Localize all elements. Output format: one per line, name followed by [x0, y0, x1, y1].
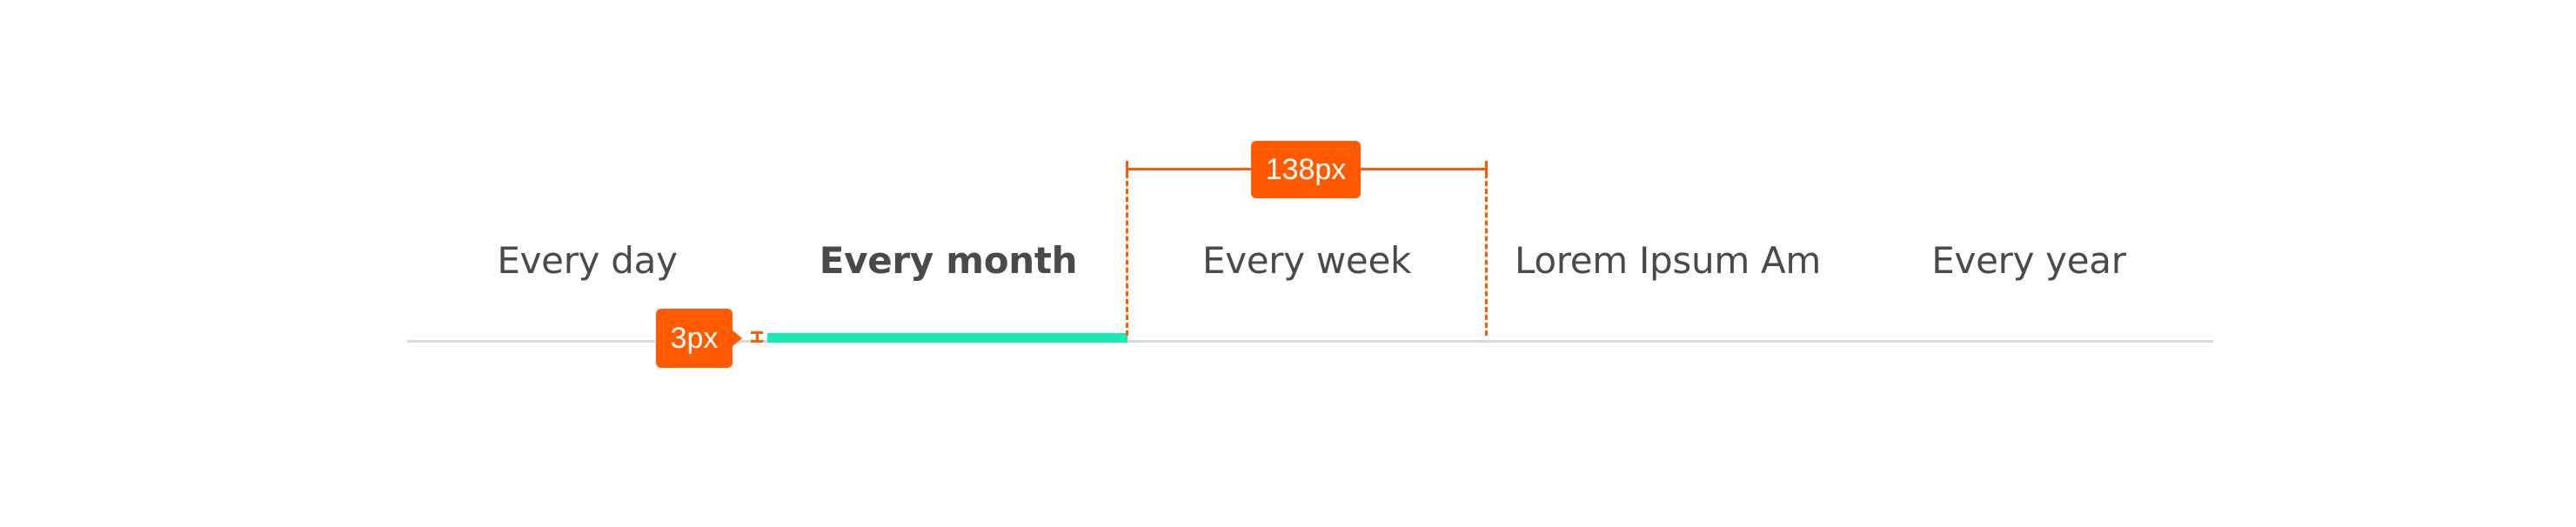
width-annotation-right-cap	[1485, 161, 1488, 177]
tab-every-month[interactable]: Every month	[819, 239, 1078, 282]
width-annotation-right-guide	[1485, 165, 1488, 336]
height-annotation-badge: 3px	[656, 309, 733, 368]
tab-every-year[interactable]: Every year	[1931, 239, 2126, 282]
width-annotation-left-cap	[1126, 161, 1128, 177]
tab-lorem-ipsum-am[interactable]: Lorem Ipsum Am	[1514, 239, 1822, 282]
tab-every-week[interactable]: Every week	[1201, 239, 1412, 282]
height-annotation-pointer	[732, 330, 742, 347]
tab-bar: Every day Every month Every week Lorem I…	[0, 230, 2576, 291]
active-tab-indicator	[767, 333, 1127, 343]
tab-every-day[interactable]: Every day	[497, 239, 678, 282]
tab-baseline-divider	[407, 340, 2213, 343]
height-annotation-label: 3px	[670, 321, 719, 355]
height-annotation-stem	[756, 331, 759, 343]
width-annotation-label: 138px	[1265, 152, 1347, 186]
width-annotation-badge: 138px	[1251, 141, 1361, 198]
width-annotation-left-guide	[1126, 165, 1128, 336]
height-annotation-bottom-tick	[751, 340, 763, 343]
